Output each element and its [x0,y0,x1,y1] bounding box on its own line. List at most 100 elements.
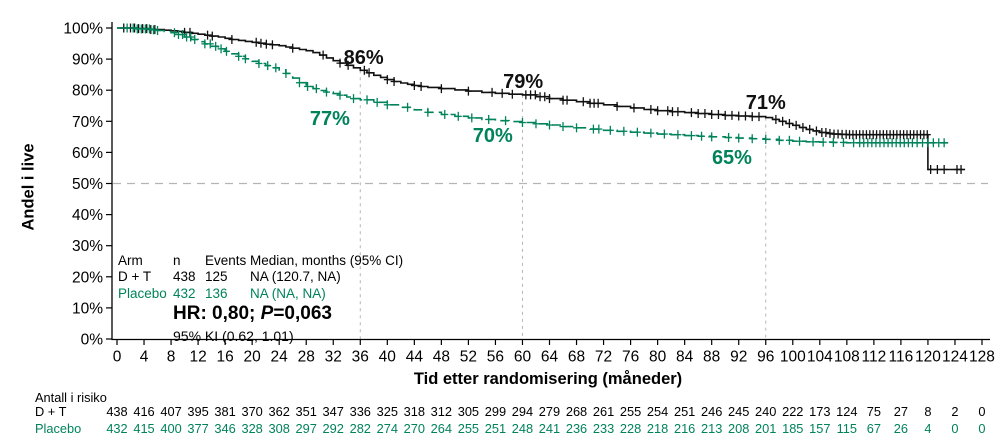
milestone-label-d-t-86: 86% [344,47,384,69]
x-tick-label-124: 124 [942,349,968,366]
x-tick-label-76: 76 [622,349,639,366]
stats-row-dt-events: 125 [205,269,228,285]
risk-value-dt-m108: 124 [836,404,858,419]
risk-value-dt-m128: 0 [978,404,986,419]
risk-value-placebo-m56: 251 [484,421,507,436]
x-tick-label-44: 44 [406,349,424,366]
risk-value-placebo-m52: 255 [457,421,480,436]
milestone-label-placebo-65: 65% [712,147,752,169]
x-tick-label-16: 16 [216,349,233,366]
risk-value-dt-m116: 27 [893,404,908,419]
risk-value-placebo-m28: 297 [295,421,317,436]
risk-value-dt-m28: 351 [295,404,317,419]
risk-value-dt-m20: 370 [241,404,263,419]
risk-value-placebo-m108: 115 [836,421,858,436]
stats-row-placebo-arm: Placebo [118,285,167,301]
risk-value-placebo-m48: 264 [430,421,453,436]
risk-value-dt-m40: 325 [376,404,398,419]
risk-value-placebo-m40: 274 [376,421,398,436]
stats-header-arm: Arm [118,253,143,268]
x-tick-label-28: 28 [298,349,315,366]
risk-value-dt-m96: 240 [755,404,777,419]
x-tick-label-120: 120 [915,349,941,366]
risk-value-dt-m76: 255 [619,404,642,419]
risk-row-label-dt: D + T [35,404,67,419]
risk-value-placebo-m4: 415 [133,421,155,436]
risk-value-dt-m84: 251 [673,404,696,419]
stats-grid: Arm n Events Median, months (95% CI) D +… [118,253,403,302]
risk-table-title: Antall i risiko [35,390,107,405]
risk-value-dt-m52: 305 [457,404,480,419]
x-tick-label-112: 112 [862,349,887,366]
risk-value-placebo-m20: 328 [241,421,263,436]
x-tick-label-52: 52 [460,349,477,366]
risk-value-dt-m48: 312 [430,404,453,419]
stats-row-placebo-events: 136 [205,285,228,301]
x-tick-label-56: 56 [487,349,504,366]
risk-value-placebo-m68: 236 [565,421,588,436]
stats-header-events: Events [205,253,247,268]
risk-value-placebo-m96: 201 [755,421,777,436]
risk-value-placebo-m24: 308 [268,421,290,436]
x-tick-label-8: 8 [167,349,176,366]
x-tick-label-40: 40 [379,349,397,366]
y-tick-label-70: 70% [72,114,103,131]
risk-value-dt-m88: 246 [700,404,723,419]
x-tick-label-32: 32 [325,349,342,366]
risk-value-placebo-m128: 0 [978,421,986,436]
x-tick-label-128: 128 [969,349,995,366]
risk-value-dt-m44: 318 [403,404,425,419]
hr-p-symbol: P [260,303,274,324]
x-tick-label-24: 24 [271,349,289,366]
risk-value-dt-m36: 336 [349,404,371,419]
x-tick-label-92: 92 [730,349,747,366]
risk-value-dt-m72: 261 [592,404,615,419]
x-tick-label-48: 48 [433,349,450,366]
y-tick-label-100: 100% [63,21,103,38]
risk-value-placebo-m104: 157 [809,421,831,436]
x-tick-label-20: 20 [244,349,262,366]
risk-value-dt-m124: 2 [951,404,959,419]
x-tick-label-96: 96 [757,349,774,366]
stats-header-median: Median, months (95% CI) [250,253,404,268]
risk-value-placebo-m72: 233 [592,421,615,436]
risk-value-placebo-m80: 218 [646,421,669,436]
x-tick-label-84: 84 [676,349,694,366]
stats-header-n: n [173,253,181,268]
confidence-interval-text: 95% KI (0.62, 1.01) [173,328,294,344]
y-tick-label-80: 80% [72,83,103,100]
y-tick-label-50: 50% [72,176,103,193]
risk-value-dt-m56: 299 [484,404,507,419]
risk-value-placebo-m36: 282 [349,421,371,436]
risk-value-dt-m80: 254 [646,404,669,419]
risk-value-dt-m24: 362 [268,404,290,419]
hr-prefix: HR: 0,80; [173,303,261,324]
y-tick-label-20: 20% [72,269,103,286]
risk-value-dt-m68: 268 [565,404,588,419]
stats-row-dt-n: 438 [173,269,196,285]
risk-value-placebo-m76: 228 [619,421,642,436]
risk-value-placebo-m8: 400 [160,421,182,436]
y-axis-title: Andel i live [19,143,38,231]
risk-value-dt-m104: 173 [809,404,831,419]
y-tick-label-40: 40% [72,207,103,224]
x-tick-label-80: 80 [649,349,667,366]
x-tick-label-36: 36 [352,349,369,366]
x-axis-title: Tid etter randomisering (måneder) [413,370,683,388]
km-curve-d-t [117,27,966,171]
risk-value-placebo-m0: 432 [106,421,128,436]
stats-table: Arm n Events Median, months (95% CI) D +… [118,253,403,302]
risk-value-placebo-m64: 241 [538,421,561,436]
milestone-label-d-t-79: 79% [503,71,543,93]
x-tick-label-0: 0 [113,349,122,366]
risk-value-dt-m64: 279 [538,404,561,419]
milestone-label-placebo-70: 70% [473,125,513,147]
x-tick-label-72: 72 [595,349,612,366]
risk-value-dt-m60: 294 [511,404,534,419]
stats-row-dt-median: NA (120.7, NA) [250,269,341,285]
stats-row-placebo-n: 432 [173,285,196,301]
risk-value-dt-m32: 347 [322,404,344,419]
hazard-ratio-text: HR: 0,80; P=0,063 [173,303,332,325]
